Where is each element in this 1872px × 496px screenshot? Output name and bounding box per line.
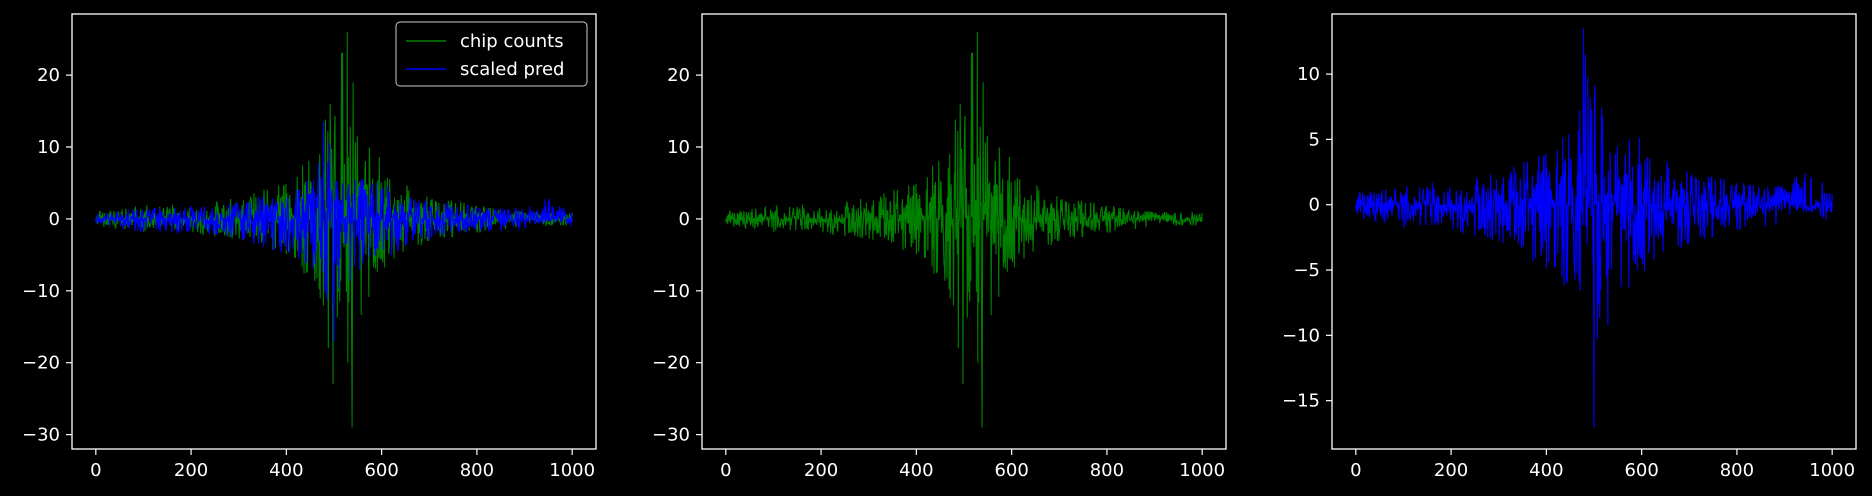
chart-panel-3: 0 200 400 600 800 1000 −15 −10 −5 0 5 10	[1282, 13, 1857, 481]
y-tick-label: −15	[1282, 391, 1320, 412]
y-tick-label: 0	[1309, 195, 1320, 216]
y-tick-label: −10	[652, 281, 690, 302]
x-tick-label: 1000	[549, 460, 595, 481]
y-tick-label: 10	[667, 137, 690, 158]
series-line-series-1	[725, 31, 1203, 428]
y-tick-label: −10	[22, 281, 60, 302]
y-tick-label: 5	[1309, 129, 1320, 150]
y-tick-label: 10	[1297, 64, 1320, 85]
legend-box	[395, 21, 588, 87]
x-tick-label: 0	[720, 460, 731, 481]
axes-frame	[71, 13, 597, 450]
y-tick-label: 10	[37, 137, 60, 158]
y-tick-label: −5	[1293, 260, 1320, 281]
axes-frame	[1331, 13, 1857, 450]
series-line-series-1	[1355, 28, 1833, 427]
plot-area	[1355, 28, 1833, 427]
x-tick-label: 400	[899, 460, 933, 481]
plot-area	[725, 31, 1203, 428]
y-tick-label: −10	[1282, 325, 1320, 346]
x-tick-label: 0	[90, 460, 101, 481]
y-tick-label: 20	[667, 65, 690, 86]
y-tick-label: 20	[37, 65, 60, 86]
plot-area	[95, 31, 573, 428]
y-tick-label: −30	[652, 425, 690, 446]
x-tick-label: 600	[994, 460, 1028, 481]
y-tick-label: 0	[679, 209, 690, 230]
series-line-scaled-pred	[95, 121, 573, 342]
y-tick-label: −20	[22, 353, 60, 374]
axes-frame	[701, 13, 1227, 450]
x-tick-label: 200	[804, 460, 838, 481]
y-tick-label: 0	[49, 209, 60, 230]
x-tick-label: 600	[1624, 460, 1658, 481]
chart-panel-2: 0 200 400 600 800 1000 −30 −20 −10 0 10 20	[652, 13, 1227, 481]
x-tick-label: 800	[1720, 460, 1754, 481]
y-tick-label: −20	[652, 353, 690, 374]
legend-label: scaled pred	[460, 59, 564, 80]
x-tick-label: 200	[174, 460, 208, 481]
x-tick-label: 200	[1434, 460, 1468, 481]
chart-panel-1: 0 200 400 600 800 1000 −30 −20 −10 0 10 20 chip coun…	[22, 13, 597, 481]
x-tick-label: 400	[269, 460, 303, 481]
legend-label: chip counts	[460, 31, 564, 52]
x-tick-label: 400	[1529, 460, 1563, 481]
legend: chip counts scaled pred	[395, 21, 588, 87]
y-tick-label: −30	[22, 425, 60, 446]
x-tick-label: 800	[460, 460, 494, 481]
x-tick-label: 0	[1350, 460, 1361, 481]
x-tick-label: 800	[1090, 460, 1124, 481]
x-tick-label: 1000	[1809, 460, 1855, 481]
x-tick-label: 1000	[1179, 460, 1225, 481]
x-tick-label: 600	[364, 460, 398, 481]
